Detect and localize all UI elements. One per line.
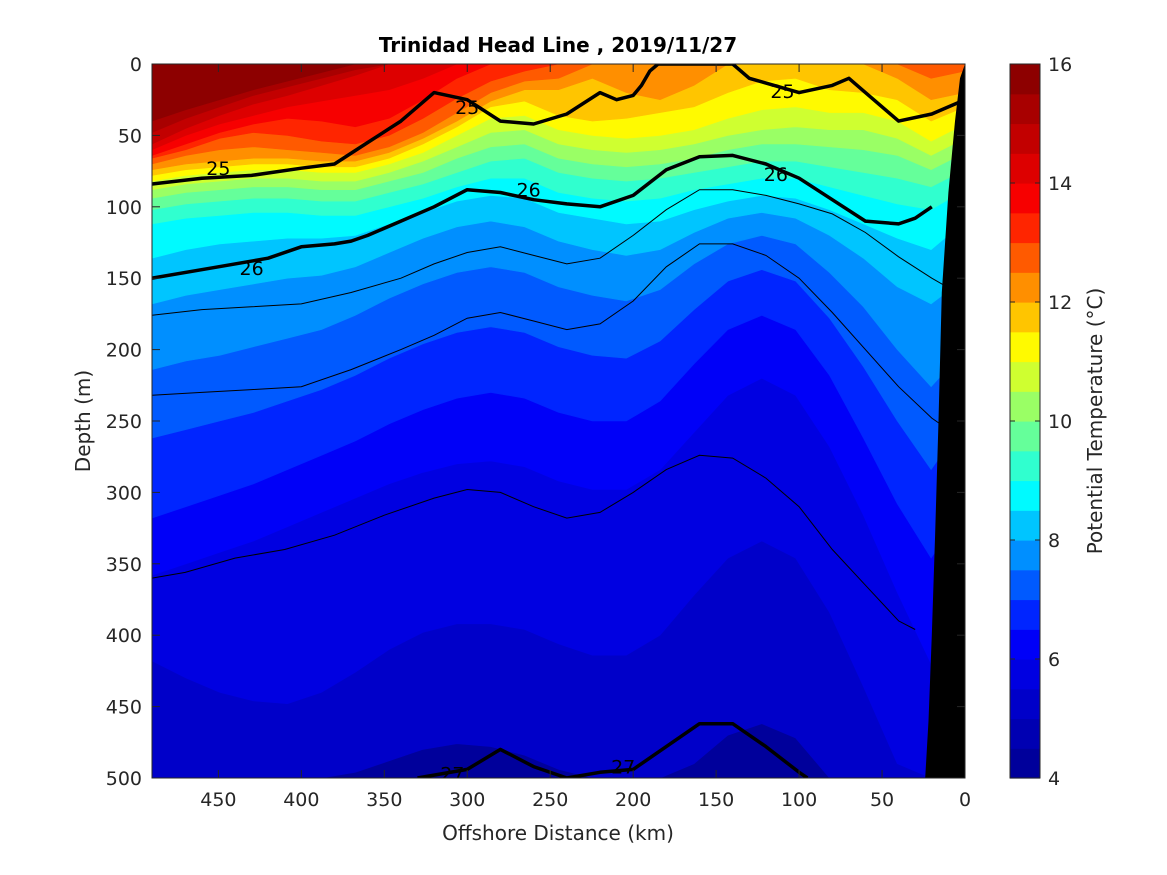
density-contour-25 [152,64,965,186]
colorbar-label: Potential Temperature (°C) [1083,288,1107,555]
contour-label: 25 [455,97,479,119]
chart-title: Trinidad Head Line , 2019/11/27 [379,33,737,57]
colorbar-swatch [1010,450,1040,482]
colorbar-swatch [1010,272,1040,303]
x-tick-label: 350 [366,789,402,811]
thin-contour-lines [152,189,957,630]
colorbar-swatch [1010,123,1040,154]
colorbar-swatch [1010,540,1040,571]
x-tick-label: 300 [449,789,485,811]
plot-area: 25 25 25 26 26 26 27 27 [152,64,965,786]
colorbar-swatch [1010,748,1040,779]
thin-contour-line [152,243,941,425]
colorbar-ticks: 4 6 8 10 12 14 16 [1010,54,1072,790]
y-tick-label: 450 [106,697,142,719]
shelf-land [925,64,965,778]
colorbar-swatch [1010,718,1040,749]
colorbar-tick-label: 4 [1048,768,1060,790]
temperature-band [152,64,965,122]
x-tick-label: 50 [870,789,894,811]
y-tick-label: 400 [106,625,142,647]
contour-label: 26 [240,258,264,280]
y-axis-label: Depth (m) [71,370,95,472]
y-tick-label: 100 [106,197,142,219]
colorbar-tick-label: 10 [1048,411,1072,433]
x-axis-ticks: 450 400 350 300 250 200 150 100 50 0 [200,64,971,811]
density-contour-27 [417,721,809,778]
colorbar-swatch [1010,659,1040,690]
y-tick-label: 50 [118,125,142,147]
x-tick-label: 0 [959,789,971,811]
y-tick-label: 200 [106,340,142,362]
y-tick-label: 150 [106,268,142,290]
colorbar-swatch [1010,183,1040,214]
colorbar-swatch [1010,629,1040,660]
colorbar-tick-label: 6 [1048,649,1060,671]
colorbar-swatches [1010,64,1040,779]
colorbar-swatch [1010,480,1040,511]
contour-label: 27 [440,764,464,786]
contour-label: 25 [770,81,794,103]
temperature-band [152,64,965,151]
y-tick-label: 500 [106,768,142,790]
colorbar-swatch [1010,391,1040,422]
contour-labels: 25 25 25 26 26 26 27 27 [206,81,794,786]
colorbar-swatch [1010,569,1040,601]
colorbar-tick-label: 8 [1048,530,1060,552]
y-tick-label: 0 [130,54,142,76]
colorbar-swatch [1010,153,1040,184]
x-tick-label: 450 [200,789,236,811]
colorbar-swatch [1010,302,1040,333]
colorbar-swatch [1010,510,1040,541]
contour-label: 26 [764,164,788,186]
colorbar-swatch [1010,688,1040,720]
density-contour-lines [152,64,965,778]
colorbar-swatch [1010,361,1040,392]
contour-label: 27 [611,757,635,779]
y-tick-label: 350 [106,554,142,576]
contour-label: 26 [517,180,541,202]
colorbar-tick-label: 14 [1048,173,1072,195]
colorbar-swatch [1010,212,1040,244]
colorbar-swatch [1010,331,1040,363]
x-axis-label: Offshore Distance (km) [442,821,674,845]
thin-contour-line [152,189,957,316]
colorbar-swatch [1010,421,1040,452]
density-contour-26 [152,153,933,280]
colorbar-tick-label: 12 [1048,292,1072,314]
land-mask [925,64,965,778]
contour-label: 25 [206,158,230,180]
x-tick-label: 250 [532,789,568,811]
y-tick-label: 250 [106,411,142,433]
colorbar-swatch [1010,64,1040,95]
colorbar-swatch [1010,599,1040,630]
colorbar-swatch [1010,93,1040,125]
colorbar-tick-label: 16 [1048,54,1072,76]
colorbar-swatch [1010,242,1040,273]
y-tick-label: 300 [106,482,142,504]
colorbar: 4 6 8 10 12 14 16 [1009,54,1072,790]
thin-contour-line [152,454,916,630]
x-tick-label: 150 [698,789,734,811]
x-tick-label: 200 [615,789,651,811]
x-tick-label: 400 [283,789,319,811]
y-axis-ticks: 0 50 100 150 200 250 300 350 400 450 500 [106,54,965,790]
x-tick-label: 100 [781,789,817,811]
